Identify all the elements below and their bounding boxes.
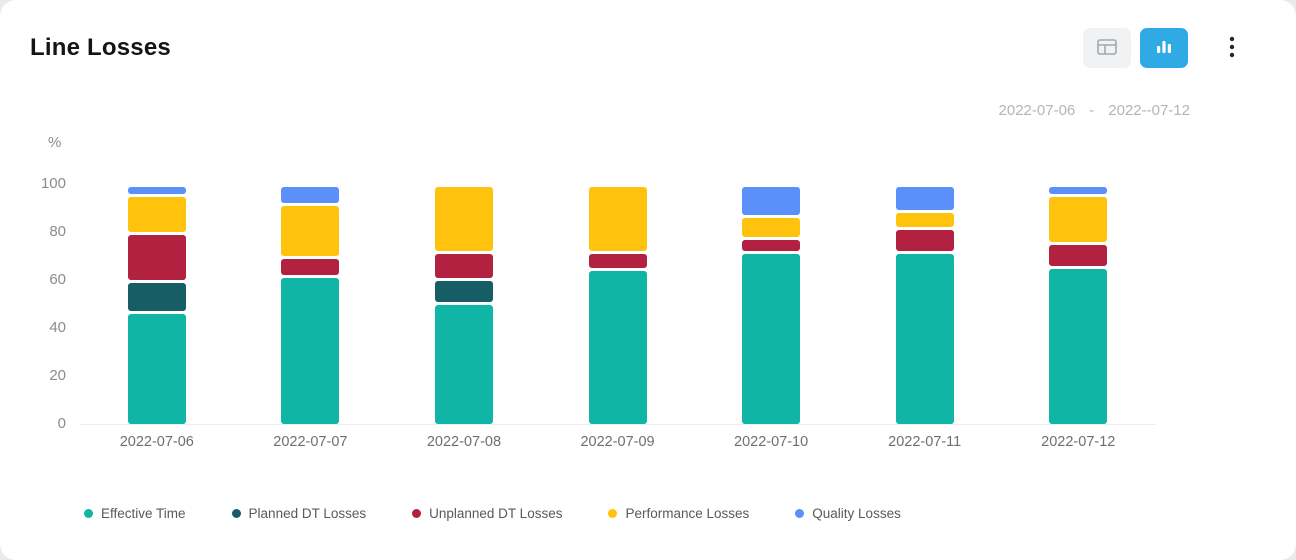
bar-segment-unplanned-dt-losses[interactable] — [895, 230, 954, 252]
legend-label: Performance Losses — [625, 506, 750, 521]
legend-dot — [795, 509, 805, 518]
y-tick-label: 80 — [49, 223, 66, 240]
date-range-separator: - — [1089, 102, 1095, 119]
bar-segment-quality-losses[interactable] — [1049, 187, 1108, 194]
bar-stack — [1049, 187, 1108, 424]
bar-segment-performance-losses[interactable] — [1049, 196, 1108, 242]
date-range[interactable]: 2022-07-06 - 2022--07-12 — [999, 102, 1190, 119]
bar-2022-07-12[interactable] — [1001, 185, 1155, 424]
bar-stack — [281, 187, 340, 424]
bar-segment-quality-losses[interactable] — [281, 187, 340, 204]
card-header: Line Losses — [30, 28, 1244, 68]
legend-item-quality-losses[interactable]: Quality Losses — [795, 506, 901, 521]
bar-stack — [895, 187, 954, 424]
bar-segment-effective-time[interactable] — [895, 254, 954, 424]
bar-segment-effective-time[interactable] — [127, 314, 186, 424]
legend-label: Effective Time — [101, 506, 186, 521]
bar-chart-view-button[interactable] — [1140, 28, 1188, 68]
legend-dot — [84, 509, 93, 518]
bar-segment-quality-losses[interactable] — [127, 187, 186, 194]
x-axis-label: 2022-07-11 — [888, 434, 962, 450]
x-axis-label: 2022-07-10 — [734, 434, 809, 450]
bar-2022-07-08[interactable] — [387, 185, 541, 424]
bar-segment-unplanned-dt-losses[interactable] — [1049, 244, 1108, 266]
bar-chart-icon — [1154, 38, 1174, 59]
bar-2022-07-06[interactable] — [80, 185, 234, 424]
bar-segment-performance-losses[interactable] — [434, 187, 493, 252]
bar-stack — [127, 187, 186, 424]
legend: Effective Time Planned DT Losses Unplanned… — [84, 506, 901, 521]
y-tick-label: 20 — [49, 367, 66, 384]
y-axis: 0 20 40 60 80 100 — [0, 175, 66, 432]
view-toolbar — [1083, 28, 1244, 68]
more-options-button[interactable] — [1220, 34, 1244, 62]
bar-segment-effective-time[interactable] — [588, 271, 647, 424]
bar-2022-07-07[interactable] — [234, 185, 388, 424]
y-tick-label: 100 — [40, 175, 66, 192]
x-axis-label: 2022-07-07 — [273, 434, 348, 450]
page-title: Line Losses — [30, 34, 171, 61]
y-axis-unit-label: % — [48, 134, 62, 151]
legend-label: Unplanned DT Losses — [429, 506, 563, 521]
bar-segment-quality-losses[interactable] — [895, 187, 954, 211]
bar-segment-planned-dt-losses[interactable] — [127, 283, 186, 312]
legend-item-unplanned-dt-losses[interactable]: Unplanned DT Losses — [412, 506, 562, 521]
bar-segment-performance-losses[interactable] — [895, 213, 954, 228]
date-range-end: 2022--07-12 — [1108, 102, 1190, 119]
bar-segment-unplanned-dt-losses[interactable] — [127, 235, 186, 281]
legend-item-effective-time[interactable]: Effective Time — [84, 506, 186, 521]
bar-segment-unplanned-dt-losses[interactable] — [281, 259, 340, 276]
bar-segment-effective-time[interactable] — [434, 304, 493, 424]
bar-segment-planned-dt-losses[interactable] — [434, 280, 493, 302]
table-icon — [1097, 38, 1117, 59]
bar-stack — [434, 187, 493, 424]
x-axis-label: 2022-07-09 — [580, 434, 655, 450]
bar-segment-quality-losses[interactable] — [742, 187, 801, 216]
legend-label: Planned DT Losses — [248, 506, 367, 521]
x-axis-label: 2022-07-12 — [1041, 434, 1116, 450]
bar-stack — [742, 187, 801, 424]
bar-2022-07-11[interactable] — [848, 185, 1002, 424]
bar-segment-performance-losses[interactable] — [127, 196, 186, 233]
bar-segment-performance-losses[interactable] — [281, 206, 340, 257]
bar-stack — [588, 187, 647, 424]
legend-item-performance-losses[interactable]: Performance Losses — [608, 506, 749, 521]
table-view-button[interactable] — [1083, 28, 1131, 68]
x-axis-label: 2022-07-08 — [426, 434, 502, 450]
bar-segment-performance-losses[interactable] — [742, 218, 801, 237]
bar-segment-unplanned-dt-losses[interactable] — [742, 239, 801, 252]
y-tick-label: 40 — [49, 319, 66, 336]
legend-dot — [608, 509, 618, 518]
bar-segment-effective-time[interactable] — [742, 254, 801, 424]
bar-segment-effective-time[interactable] — [281, 278, 340, 424]
bar-2022-07-10[interactable] — [694, 185, 848, 424]
y-tick-label: 60 — [49, 271, 66, 288]
x-axis-labels: 2022-07-06 2022-07-07 2022-07-08 2022-07-09… — [80, 434, 1155, 450]
plot-area — [80, 185, 1155, 425]
bar-segment-unplanned-dt-losses[interactable] — [588, 254, 647, 268]
y-tick-label: 0 — [57, 415, 66, 432]
bar-segment-unplanned-dt-losses[interactable] — [434, 254, 493, 278]
date-range-start: 2022-07-06 — [998, 102, 1076, 119]
legend-dot — [231, 509, 241, 518]
bar-2022-07-09[interactable] — [541, 185, 695, 424]
legend-label: Quality Losses — [812, 506, 901, 521]
legend-item-planned-dt-losses[interactable]: Planned DT Losses — [231, 506, 367, 521]
kebab-menu-icon — [1229, 36, 1235, 61]
bar-segment-effective-time[interactable] — [1049, 268, 1108, 424]
bar-segment-performance-losses[interactable] — [588, 187, 647, 252]
legend-dot — [412, 509, 422, 518]
x-axis-label: 2022-07-06 — [119, 434, 194, 450]
